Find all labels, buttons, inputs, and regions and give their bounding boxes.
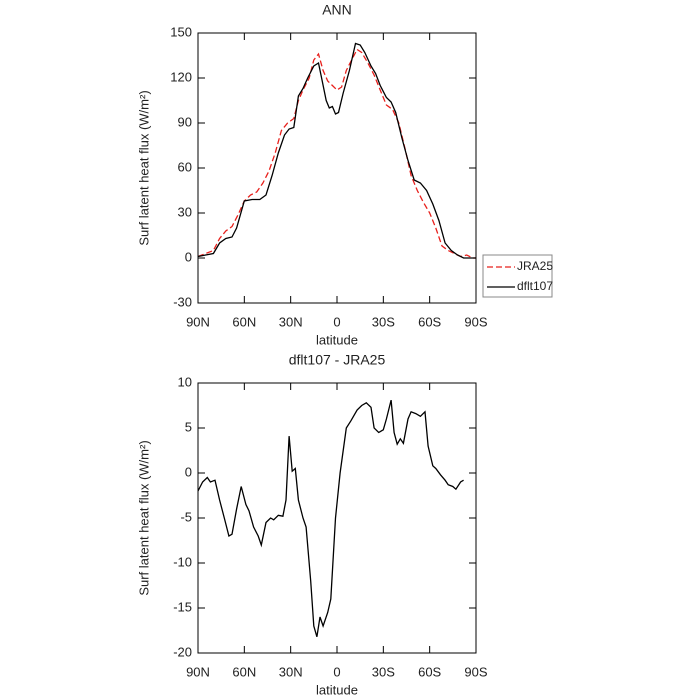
y-tick-label: 60 — [178, 159, 192, 174]
x-tick-label: 90S — [464, 664, 487, 679]
y-tick-label: -10 — [173, 554, 192, 569]
legend-label: dflt107 — [517, 279, 553, 293]
y-tick-label: -20 — [173, 644, 192, 659]
x-tick-label: 90N — [186, 664, 210, 679]
y-tick-label: -30 — [173, 294, 192, 309]
x-tick-label: 60N — [232, 314, 256, 329]
x-tick-label: 30N — [279, 314, 303, 329]
x-tick-label: 30S — [372, 314, 395, 329]
x-tick-label: 90S — [464, 314, 487, 329]
y-tick-label: -5 — [180, 509, 192, 524]
y-tick-label: -15 — [173, 599, 192, 614]
x-axis-label: latitude — [316, 332, 358, 347]
y-tick-label: 10 — [178, 374, 192, 389]
x-tick-label: 60S — [418, 314, 441, 329]
line-series — [197, 42, 476, 259]
y-tick-label: 5 — [185, 419, 192, 434]
y-tick-label: 0 — [185, 249, 192, 264]
x-tick-label: 60S — [418, 664, 441, 679]
legend-label: JRA25 — [517, 259, 553, 273]
y-tick-label: 150 — [170, 24, 192, 39]
x-tick-label: 0 — [333, 314, 340, 329]
plot-frame — [197, 32, 477, 304]
plot-frame — [197, 382, 477, 654]
y-tick-label: 30 — [178, 204, 192, 219]
chart-title: ANN — [322, 2, 352, 18]
y-tick-label: 90 — [178, 114, 192, 129]
x-tick-label: 60N — [232, 664, 256, 679]
y-tick-label: 0 — [185, 464, 192, 479]
line-series — [197, 399, 464, 637]
x-tick-label: 90N — [186, 314, 210, 329]
chart-title: dflt107 - JRA25 — [289, 352, 386, 368]
y-tick-label: 120 — [170, 69, 192, 84]
y-axis-label: Surf latent heat flux (W/m²) — [136, 90, 151, 245]
y-axis-label: Surf latent heat flux (W/m²) — [136, 440, 151, 595]
x-tick-label: 0 — [333, 664, 340, 679]
line-series — [197, 48, 476, 259]
x-tick-label: 30N — [279, 664, 303, 679]
legend-box — [482, 254, 553, 298]
x-axis-label: latitude — [316, 682, 358, 697]
x-tick-label: 30S — [372, 664, 395, 679]
